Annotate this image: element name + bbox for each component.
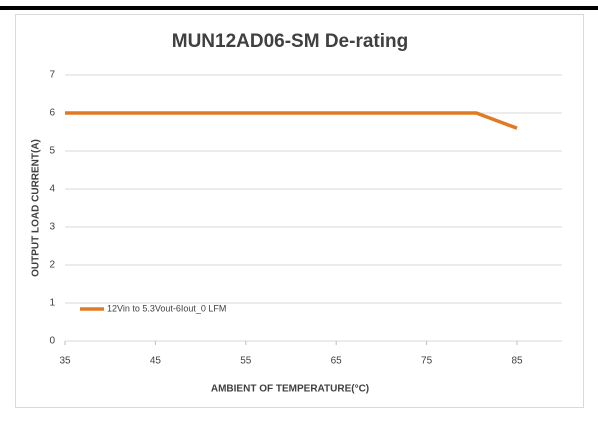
- top-rule: [0, 6, 598, 10]
- x-tick-label: 35: [59, 356, 71, 367]
- y-tick-label: 3: [49, 222, 55, 233]
- y-tick-label: 1: [49, 298, 55, 309]
- x-tick-label: 45: [150, 356, 162, 367]
- chart-title: MUN12AD06-SM De-rating: [172, 31, 408, 52]
- x-axis-label: AMBIENT OF TEMPERATURE(°C): [211, 384, 369, 395]
- y-tick-label: 4: [49, 184, 55, 195]
- y-tick-label: 0: [49, 336, 55, 347]
- y-tick-label: 7: [49, 70, 55, 81]
- x-tick-label: 85: [511, 356, 523, 367]
- series-line: [65, 111, 518, 130]
- x-tick-label: 55: [240, 356, 252, 367]
- x-tick-label: 75: [421, 356, 433, 367]
- y-tick-label: 2: [49, 260, 55, 271]
- chart-frame: [15, 14, 584, 408]
- legend-label: 12Vin to 5.3Vout-6Iout_0 LFM: [107, 303, 226, 313]
- x-tick-label: 65: [331, 356, 343, 367]
- y-tick-label: 6: [49, 108, 55, 119]
- y-axis-label: OUTPUT LOAD CURRENT(A): [31, 139, 42, 277]
- y-tick-label: 5: [49, 146, 55, 157]
